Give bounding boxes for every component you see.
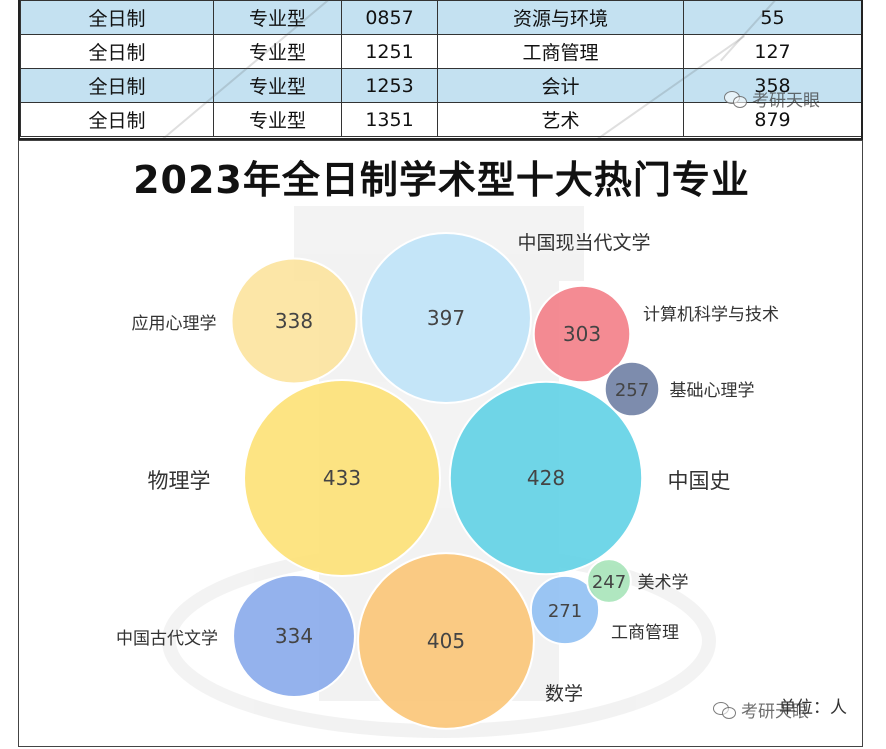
bubble-value-label: 428 (527, 466, 565, 490)
degree-type-cell: 专业型 (213, 68, 342, 103)
major-code-cell: 1251 (341, 34, 438, 69)
bubble-value-label: 271 (548, 601, 582, 622)
major-name-cell: 会计 (437, 68, 684, 103)
table-row: 全日制 专业型 1253 会计 358 (20, 68, 861, 103)
bubble-name-label: 应用心理学 (132, 314, 217, 334)
wechat-icon (724, 90, 748, 108)
bubble-name-label: 工商管理 (611, 623, 679, 643)
bubble-value-label: 433 (323, 466, 361, 490)
major-name-cell: 工商管理 (437, 34, 684, 69)
major-code-cell: 1253 (341, 68, 438, 103)
table-row: 全日制 专业型 1251 工商管理 127 (20, 34, 861, 69)
degree-type-cell: 专业型 (213, 34, 342, 69)
major-code-cell: 0857 (341, 0, 438, 35)
bubble (243, 379, 441, 577)
bubble (586, 558, 632, 604)
bubble-name-label: 中国现当代文学 (517, 232, 650, 254)
bubble-chart-panel: 2023年全日制学术型十大热门专业 433 物理学 428 中国史 405 数学 397 中国… (18, 140, 863, 747)
bubble-value-label: 397 (427, 306, 465, 330)
admissions-table: 全日制 专业型 0857 资源与环境 55 全日制 专业型 1251 工商管理 127 全日制 专业型… (20, 0, 861, 137)
bubble-name-label: 中国古代文学 (116, 629, 218, 649)
bubble (357, 552, 535, 730)
count-cell: 358 (683, 68, 861, 103)
bubble-name-label: 美术学 (638, 573, 689, 593)
bubble (532, 284, 632, 384)
wechat-icon (713, 701, 737, 719)
bubble-name-label: 计算机科学与技术 (643, 305, 779, 325)
wechat-watermark-text: 考研天眼 (752, 91, 820, 111)
degree-type-cell: 专业型 (213, 0, 342, 35)
degree-type-cell: 专业型 (213, 102, 342, 137)
bubble-value-label: 257 (615, 380, 649, 401)
count-cell: 127 (683, 34, 861, 69)
study-mode-cell: 全日制 (20, 102, 214, 137)
major-code-cell: 1351 (341, 102, 438, 137)
count-cell: 55 (683, 0, 861, 35)
count-cell: 879 (683, 102, 861, 137)
major-name-cell: 资源与环境 (437, 0, 684, 35)
wechat-watermark: 考研天眼 (724, 86, 820, 111)
bubble-value-label: 338 (275, 309, 313, 333)
table-row: 全日制 专业型 0857 资源与环境 55 (20, 0, 861, 35)
bubble-value-label: 247 (592, 572, 626, 593)
major-name-cell: 艺术 (437, 102, 684, 137)
bubble (448, 380, 644, 576)
study-mode-cell: 全日制 (20, 0, 214, 35)
bubble-value-label: 405 (427, 629, 465, 653)
wechat-watermark-bottom: 考研天眼 (713, 697, 809, 722)
study-mode-cell: 全日制 (20, 68, 214, 103)
unit-note: 单位：人 (779, 698, 847, 718)
chart-title: 2023年全日制学术型十大热门专业 (133, 158, 750, 202)
bubble (232, 574, 356, 698)
bubble-value-label: 303 (563, 322, 601, 346)
wechat-watermark-text: 考研天眼 (741, 702, 809, 722)
bubble (230, 257, 358, 385)
bubble-name-label: 基础心理学 (670, 381, 755, 401)
bubble-chart: 433 物理学 428 中国史 405 数学 397 中国现当代文学 338 应用心理学 334 中国… (116, 206, 779, 738)
table-row: 全日制 专业型 1351 艺术 879 (20, 102, 861, 137)
bubble-value-label: 334 (275, 624, 313, 648)
bubble-name-label: 中国史 (668, 469, 731, 493)
bubble-name-label: 数学 (545, 683, 583, 705)
study-mode-cell: 全日制 (20, 34, 214, 69)
bubble (603, 360, 661, 418)
bubble-name-label: 物理学 (148, 469, 211, 493)
admissions-table-container: 全日制 专业型 0857 资源与环境 55 全日制 专业型 1251 工商管理 127 全日制 专业型… (18, 0, 863, 140)
bubble (360, 232, 532, 404)
bubble (529, 574, 601, 646)
